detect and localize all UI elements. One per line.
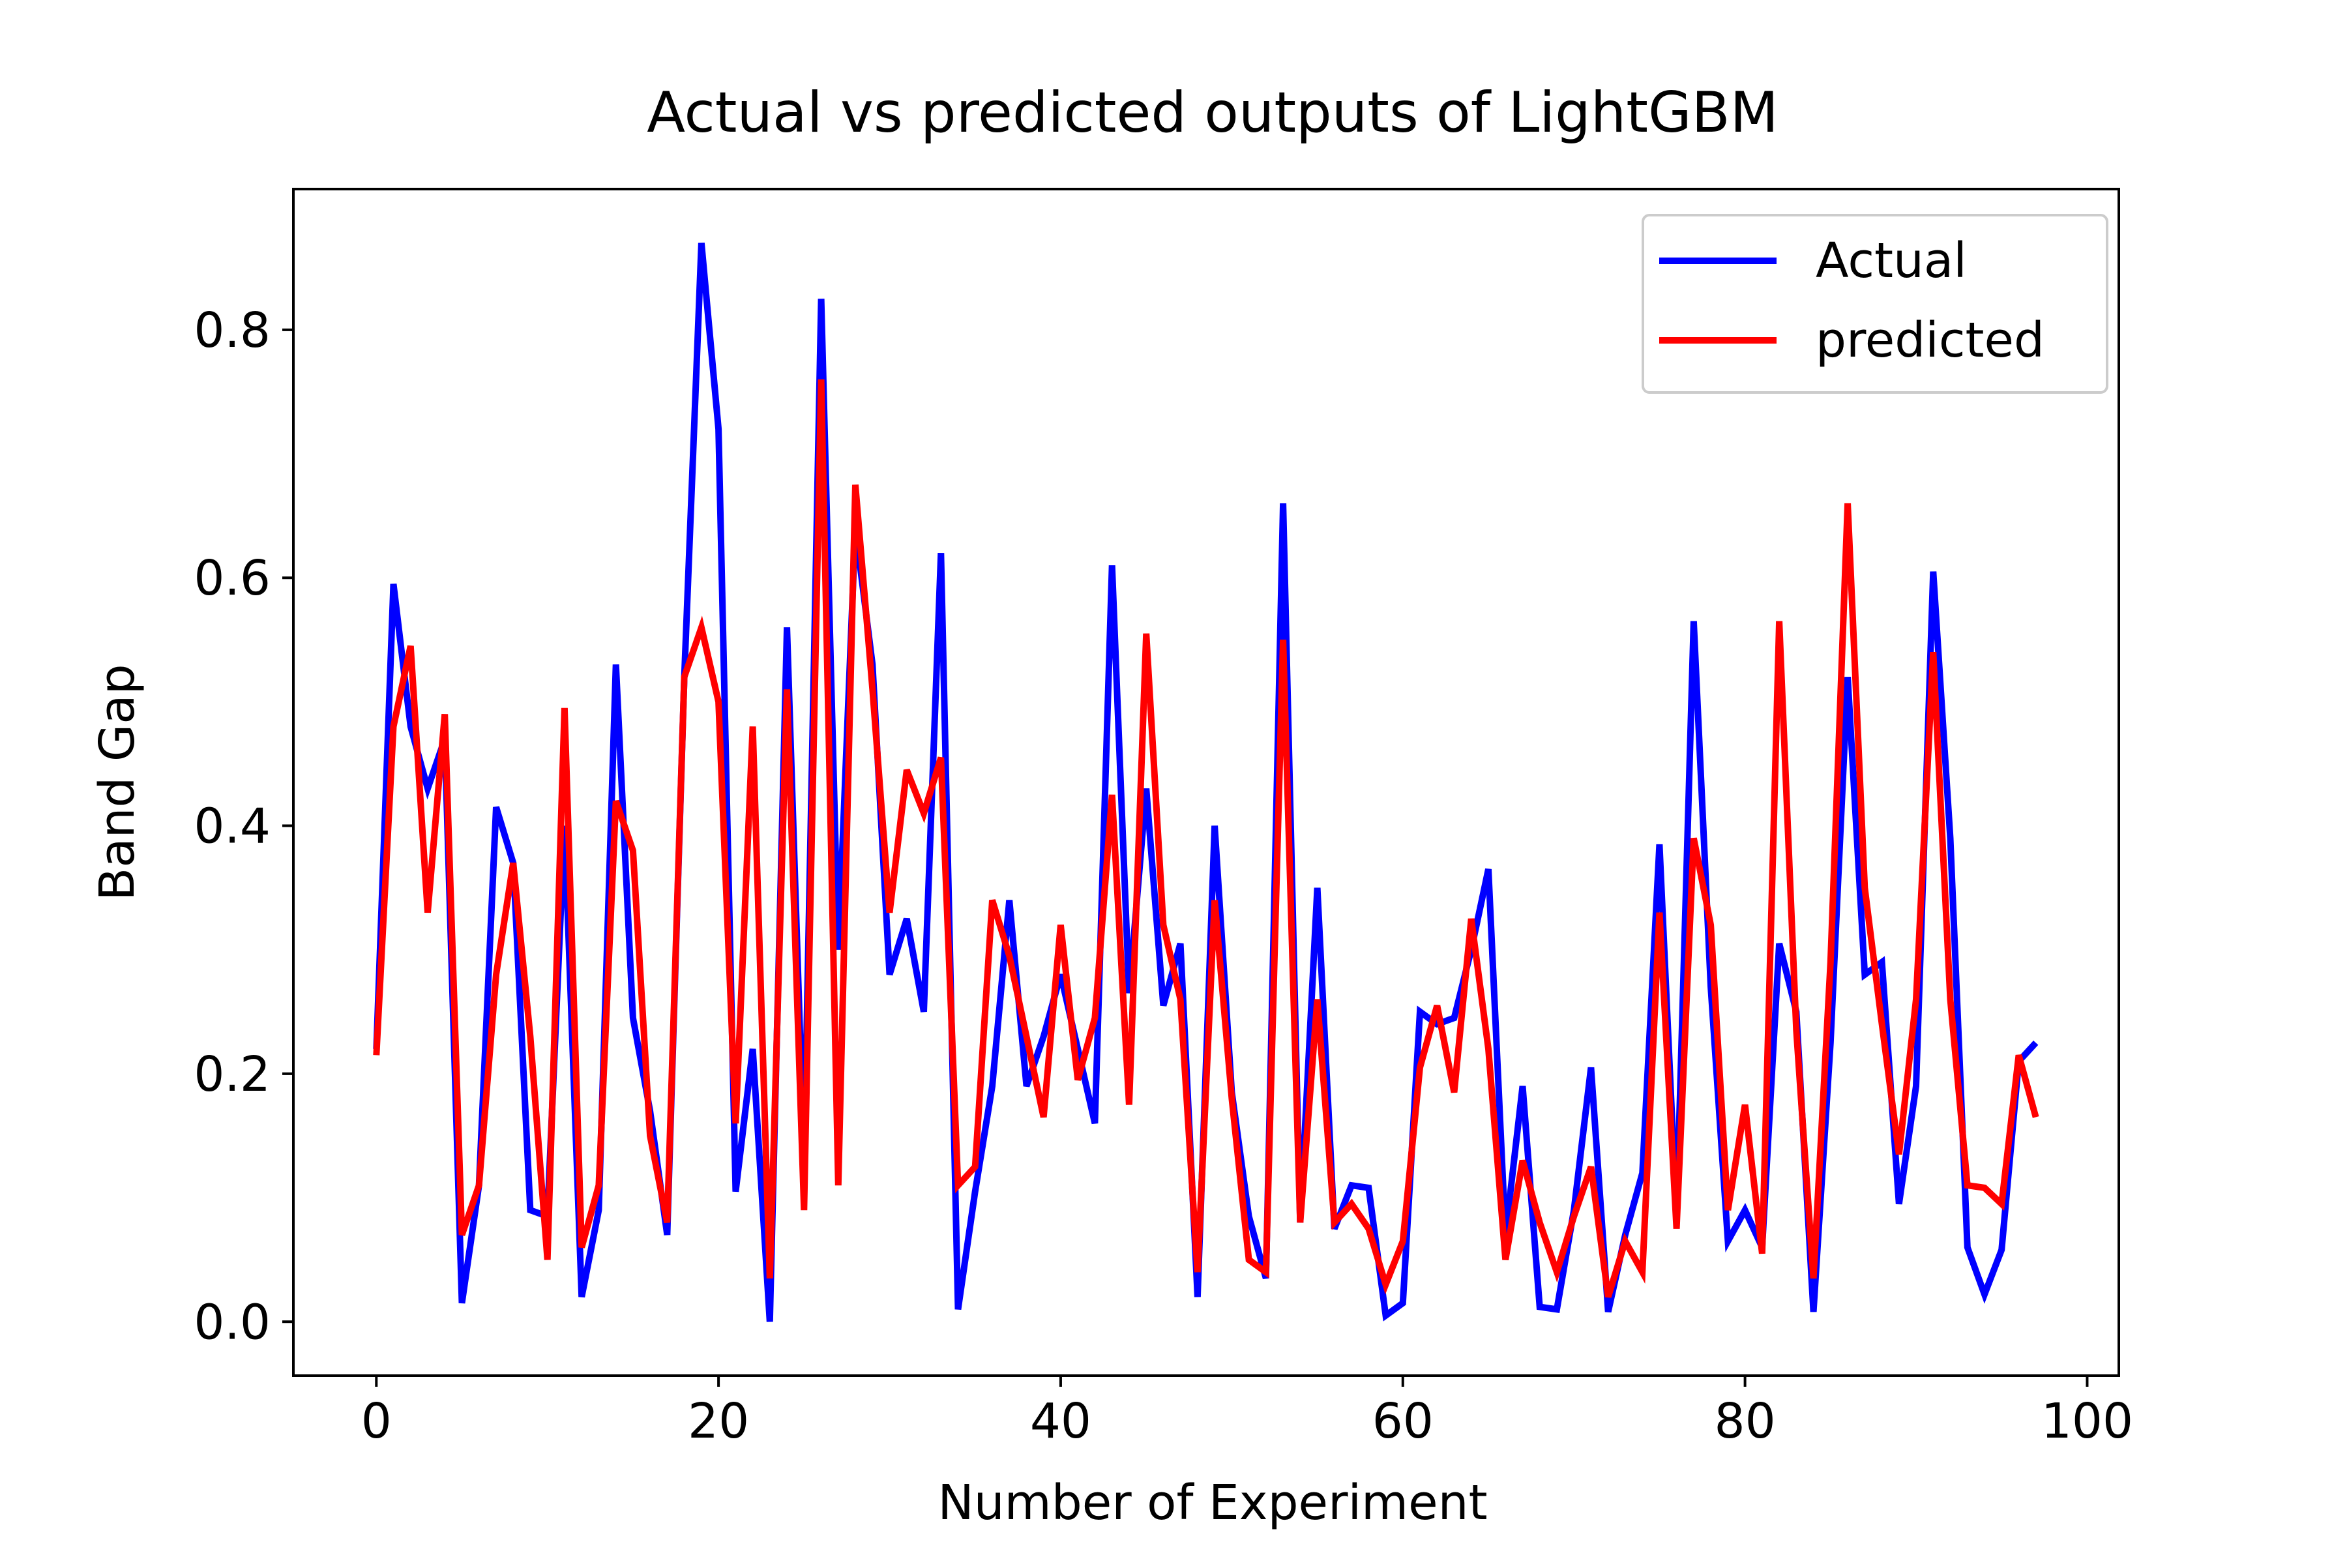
x-tick-label: 80 [1715,1393,1776,1449]
legend-label-predicted: predicted [1816,312,2044,368]
y-tick-label: 0.4 [194,799,271,855]
y-tick-label: 0.6 [194,550,271,606]
y-axis-label: Band Gap [89,664,145,900]
x-axis-label: Number of Experiment [937,1475,1487,1531]
x-tick-label: 20 [688,1393,749,1449]
y-tick-label: 0.8 [194,303,271,359]
x-tick-label: 100 [2041,1393,2133,1449]
legend-label-actual: Actual [1816,233,1967,289]
x-tick-label: 60 [1372,1393,1434,1449]
series-line-predicted [373,379,2039,1298]
y-tick-label: 0.2 [194,1046,271,1102]
legend: Actual predicted [1642,214,2108,394]
series-layer [373,243,2039,1322]
x-tick-label: 40 [1030,1393,1091,1449]
axes: 0 20 40 60 80 100 0.0 0.2 0.4 0.6 0.8 [194,188,2133,1449]
plot-frame [292,188,2120,1377]
y-tick-label: 0.0 [194,1294,271,1350]
x-tick-label: 0 [361,1393,392,1449]
chart-title: Actual vs predicted outputs of LightGBM [647,80,1779,145]
